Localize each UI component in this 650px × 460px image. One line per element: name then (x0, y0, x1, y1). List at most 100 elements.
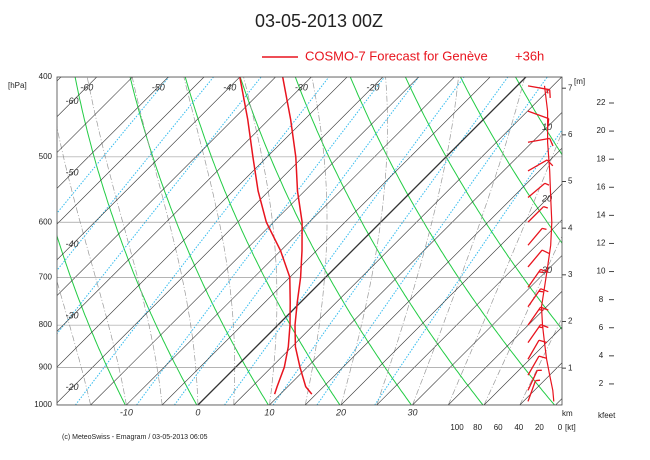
isotherm (57, 77, 276, 296)
height-tick-label: 3 (568, 270, 573, 279)
dry-adiabat (349, 77, 555, 405)
wind-barb (527, 205, 549, 223)
moist-adiabat (447, 131, 562, 405)
mixing-ratio-line (224, 77, 465, 405)
y-tick-label: 600 (39, 217, 53, 226)
isotherm-label: -40 (223, 82, 236, 92)
moist-adiabat (183, 77, 236, 405)
wind-barb (527, 227, 547, 246)
isotherm (197, 77, 527, 405)
dry-adiabat (294, 77, 484, 405)
isotherm (126, 77, 455, 405)
isotherm-label: -40 (65, 239, 78, 249)
kfeet-tick-label: 22 (597, 98, 606, 107)
isotherm-label: -30 (65, 311, 78, 321)
moist-adiabat (412, 77, 526, 405)
dry-adiabat (184, 77, 341, 405)
kfeet-tick-label: 6 (599, 323, 604, 332)
height-label: km (562, 409, 573, 418)
height-tick-label: 7 (568, 83, 573, 92)
wind-barb (527, 323, 549, 343)
isotherm-label: -50 (152, 82, 165, 92)
isotherm-label: -50 (65, 168, 78, 178)
wind-tick-label: 80 (473, 423, 482, 432)
height-tick-label: 1 (568, 363, 573, 372)
isotherm (57, 77, 348, 368)
dry-adiabat (404, 77, 562, 331)
wind-tick-label: 60 (494, 423, 503, 432)
isotherm (483, 326, 562, 405)
mixing-ratio-line (75, 77, 330, 405)
dry-adiabat (459, 77, 562, 244)
isotherm-label: -60 (80, 82, 93, 92)
isotherm (412, 255, 562, 405)
kfeet-tick-label: 12 (597, 239, 606, 248)
legend-label: COSMO-7 Forecast for Genève (305, 48, 488, 63)
x-tick-label: 20 (335, 407, 346, 417)
wind-barb (527, 159, 554, 172)
isotherm-label: 20 (541, 193, 552, 203)
isotherm-label: -30 (295, 82, 308, 92)
mixing-ratio-line (57, 77, 170, 214)
y-tick-label: 400 (39, 72, 53, 81)
isotherm (57, 77, 133, 153)
kfeet-tick-label: 20 (597, 126, 606, 135)
kfeet-tick-label: 2 (599, 379, 604, 388)
isotherm (90, 77, 420, 405)
wind-barb (527, 306, 549, 326)
moist-adiabat (376, 77, 459, 405)
wind-tick-label: 20 (535, 423, 544, 432)
profile-line (239, 76, 291, 395)
reference-lines (57, 77, 562, 405)
kfeet-label: kfeet (598, 411, 616, 420)
height-tick-label: 4 (568, 223, 573, 232)
wind-tick-label: 0 (558, 423, 563, 432)
wind-axis-label: [kt] (565, 423, 576, 432)
wind-barb (527, 355, 548, 376)
wind-barb (527, 379, 541, 402)
y-tick-label: 1000 (34, 400, 52, 409)
isotherm (57, 77, 241, 261)
moist-adiabat (131, 77, 199, 405)
kfeet-tick-label: 16 (597, 182, 606, 191)
height-tick-label: 6 (568, 130, 573, 139)
kfeet-tick-label: 18 (597, 154, 606, 163)
isotherm (269, 112, 562, 405)
wind-barb (527, 85, 551, 98)
wind-barb (527, 288, 549, 308)
x-tick-label: 10 (264, 407, 274, 417)
isotherm (233, 77, 562, 405)
isotherm (304, 147, 562, 405)
moist-adiabat (57, 125, 127, 405)
moist-adiabat (340, 77, 388, 405)
dry-adiabat (239, 77, 412, 405)
height-unit: [m] (574, 77, 585, 86)
moist-adiabat (304, 77, 328, 405)
profile-line (281, 76, 313, 395)
kfeet-tick-label: 14 (597, 210, 606, 219)
wind-tick-label: 40 (514, 423, 523, 432)
isotherm (340, 183, 562, 405)
isotherm-label: -20 (366, 82, 379, 92)
x-tick-label: 0 (195, 407, 200, 417)
wind-barb (527, 182, 550, 198)
kfeet-tick-label: 4 (599, 351, 604, 360)
y-tick-label: 800 (39, 320, 53, 329)
moist-adiabat (243, 77, 278, 405)
isotherm (448, 290, 562, 405)
wind-barb (527, 137, 554, 147)
plot-frame (56, 76, 563, 406)
dry-adiabat (514, 77, 562, 156)
wind-barb (527, 339, 548, 360)
mixing-ratio-line (57, 77, 262, 335)
dry-adiabat (57, 234, 126, 405)
isotherm (57, 77, 205, 225)
moist-adiabat (86, 77, 163, 405)
isotherm (161, 77, 491, 405)
y-axis-label: [hPa] (8, 81, 27, 90)
isotherm-label: -60 (65, 96, 78, 106)
mixing-ratio-line (374, 129, 562, 405)
height-tick-label: 5 (568, 177, 573, 186)
